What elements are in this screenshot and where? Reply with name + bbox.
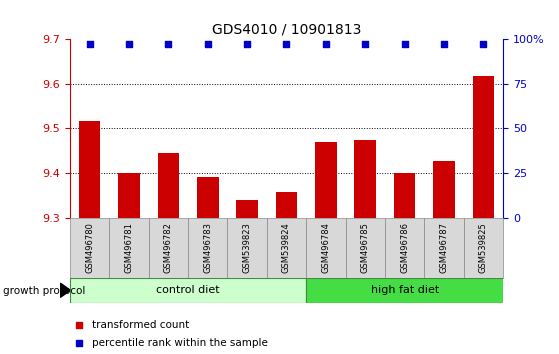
Point [282,41,291,47]
Point [400,41,409,47]
Bar [188,218,228,278]
Text: GSM496780: GSM496780 [85,222,94,273]
Point [321,41,330,47]
Point [203,41,212,47]
Bar [315,142,337,218]
Text: GSM496785: GSM496785 [361,222,369,273]
Bar [306,278,503,303]
Point [361,41,369,47]
Text: GSM496784: GSM496784 [321,222,330,273]
Bar [158,153,179,218]
Bar [109,218,149,278]
Bar [79,121,101,218]
Point [164,41,173,47]
Title: GDS4010 / 10901813: GDS4010 / 10901813 [212,22,361,36]
Text: control diet: control diet [156,285,220,295]
Point [74,340,83,346]
Text: GSM539824: GSM539824 [282,222,291,273]
Text: percentile rank within the sample: percentile rank within the sample [92,338,267,348]
Text: transformed count: transformed count [92,320,189,330]
Bar [424,218,464,278]
Point [85,41,94,47]
Bar [228,218,267,278]
Text: GSM496781: GSM496781 [125,222,134,273]
Bar [118,172,140,218]
Text: GSM496783: GSM496783 [203,222,212,273]
Text: GSM496786: GSM496786 [400,222,409,273]
Text: growth protocol: growth protocol [3,286,85,296]
Text: high fat diet: high fat diet [371,285,439,295]
Point [243,41,252,47]
Bar [197,177,219,218]
Bar [70,278,306,303]
Bar [149,218,188,278]
Bar [276,192,297,218]
Bar [306,218,345,278]
Bar [236,200,258,218]
Bar [464,218,503,278]
Point [439,41,448,47]
Bar [385,218,424,278]
Bar [345,218,385,278]
Polygon shape [60,283,70,297]
Bar [394,173,415,218]
Text: GSM496787: GSM496787 [439,222,448,273]
Text: GSM539823: GSM539823 [243,222,252,273]
Point [479,41,488,47]
Point [74,322,83,328]
Bar [354,141,376,218]
Bar [267,218,306,278]
Bar [472,76,494,218]
Bar [70,218,109,278]
Text: GSM539825: GSM539825 [479,222,488,273]
Point [125,41,134,47]
Bar [433,161,455,218]
Text: GSM496782: GSM496782 [164,222,173,273]
